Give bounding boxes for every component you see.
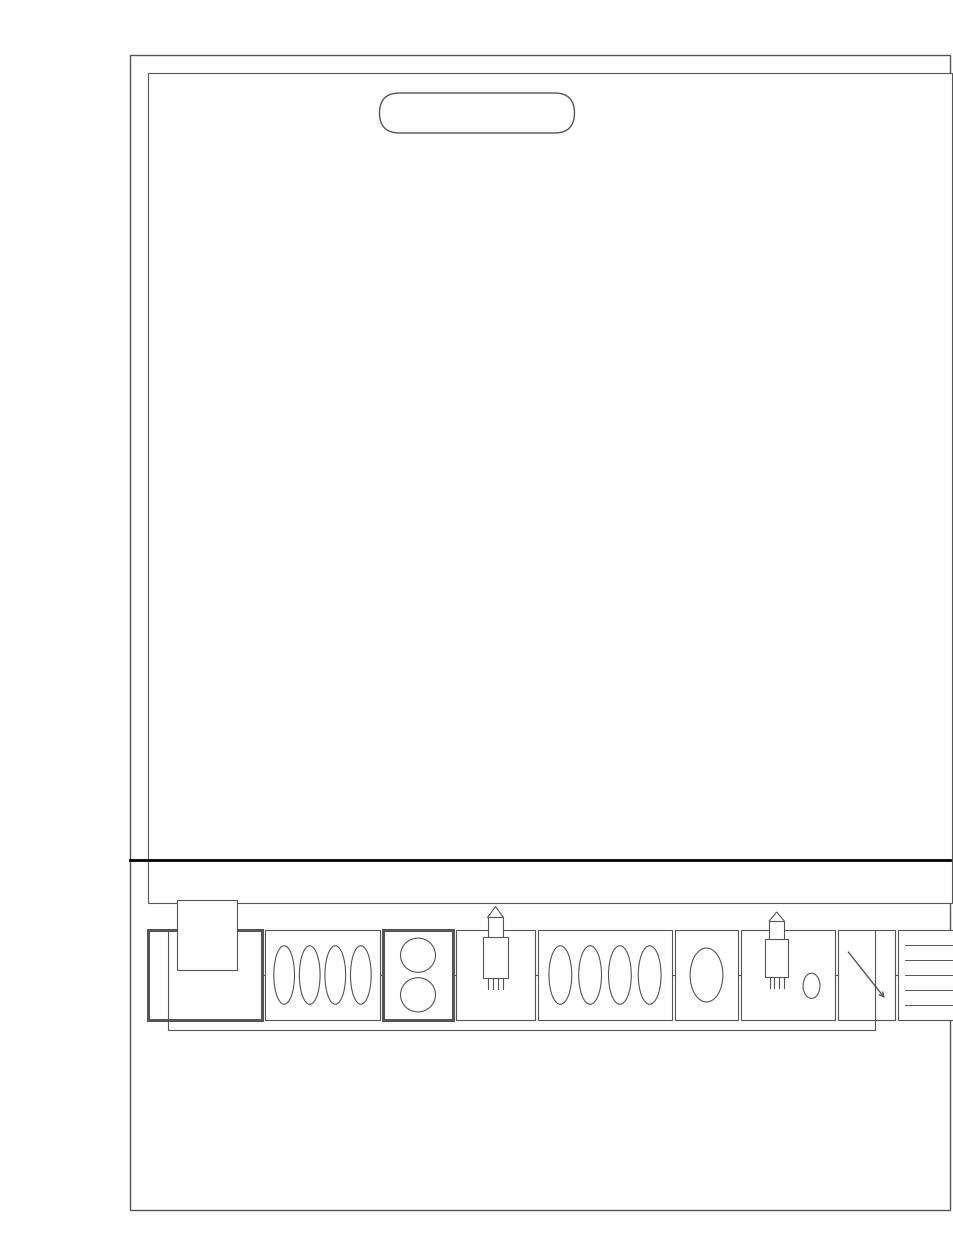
Ellipse shape <box>638 946 660 1004</box>
Bar <box>148 930 262 1020</box>
Bar <box>482 937 508 978</box>
Ellipse shape <box>274 946 294 1004</box>
Bar <box>897 930 953 1020</box>
Bar <box>382 930 453 1020</box>
Ellipse shape <box>325 946 345 1004</box>
Bar <box>768 921 783 939</box>
Bar <box>487 918 503 937</box>
Bar <box>177 900 236 969</box>
Bar <box>130 56 949 1210</box>
Bar <box>740 930 834 1020</box>
Bar <box>456 930 535 1020</box>
Ellipse shape <box>350 946 371 1004</box>
Ellipse shape <box>400 978 435 1011</box>
Bar <box>837 930 894 1020</box>
Ellipse shape <box>400 939 435 972</box>
Bar <box>764 939 787 977</box>
FancyBboxPatch shape <box>379 93 574 133</box>
Ellipse shape <box>802 973 819 998</box>
Bar <box>537 930 671 1020</box>
Ellipse shape <box>608 946 631 1004</box>
Ellipse shape <box>548 946 571 1004</box>
Ellipse shape <box>578 946 601 1004</box>
Bar <box>148 73 951 903</box>
Bar <box>265 930 379 1020</box>
Ellipse shape <box>689 948 722 1002</box>
Ellipse shape <box>299 946 320 1004</box>
Bar <box>675 930 738 1020</box>
